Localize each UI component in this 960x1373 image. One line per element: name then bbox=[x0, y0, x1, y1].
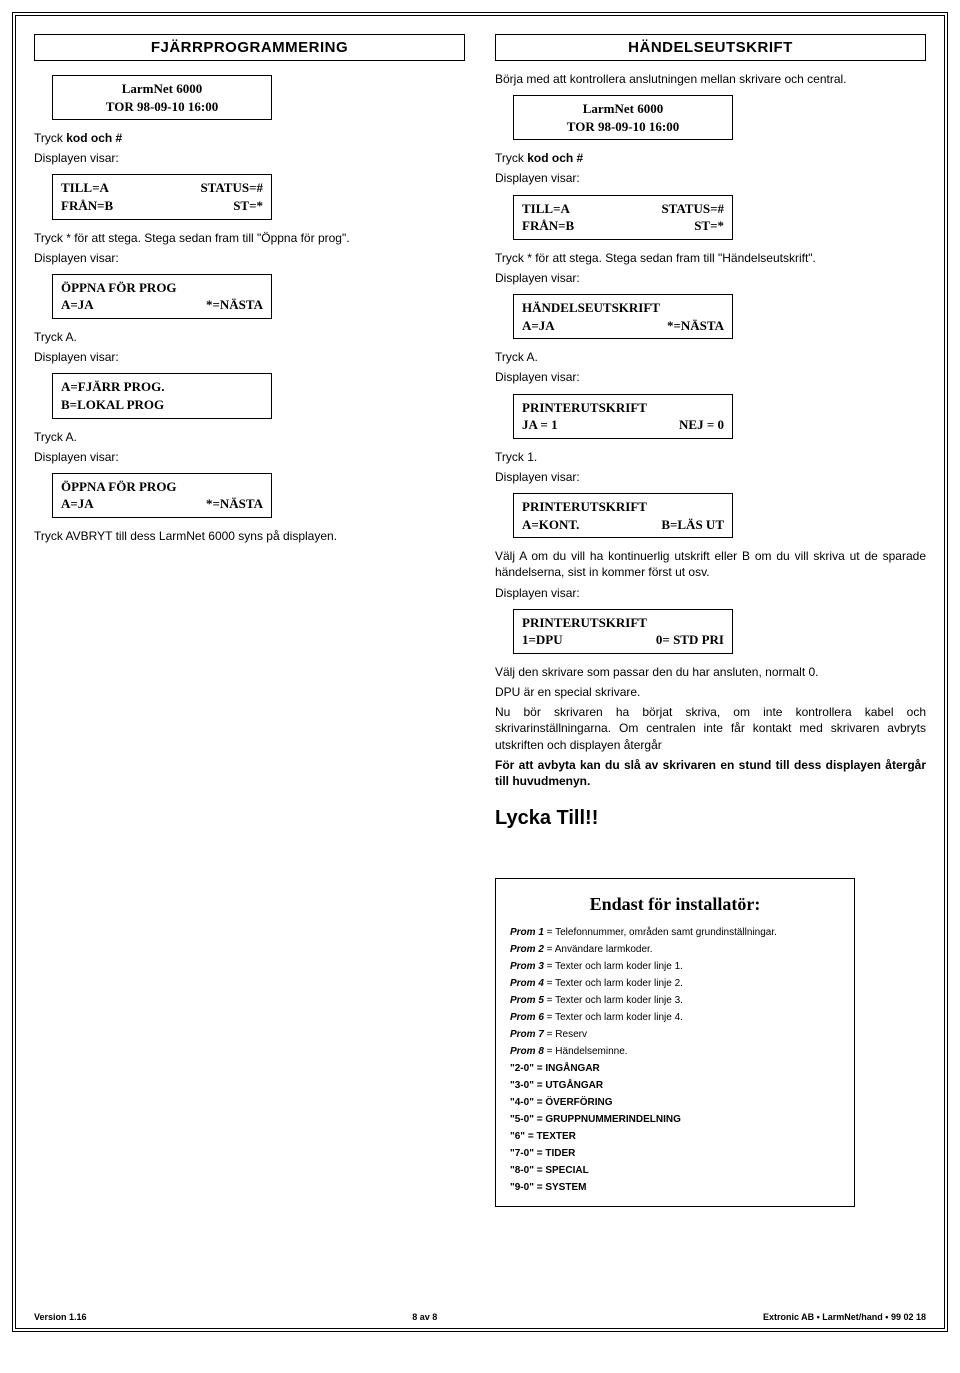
lcd-line: PRINTERUTSKRIFT bbox=[522, 498, 724, 516]
text-line: Nu bör skrivaren ha börjat skriva, om in… bbox=[495, 704, 926, 753]
installer-code: "9-0" = SYSTEM bbox=[510, 1179, 840, 1196]
text-line: För att avbyta kan du slå av skrivaren e… bbox=[495, 757, 926, 789]
lcd-box-r1: LarmNet 6000 TOR 98-09-10 16:00 bbox=[513, 95, 733, 140]
text-line: Tryck kod och # bbox=[34, 130, 465, 146]
lcd-line: LarmNet 6000 bbox=[61, 80, 263, 98]
text-line: Displayen visar: bbox=[495, 585, 926, 601]
installer-box: Endast för installatör: Prom 1 = Telefon… bbox=[495, 878, 855, 1207]
installer-row: Prom 4 = Texter och larm koder linje 2. bbox=[510, 975, 840, 992]
left-title: FJÄRRPROGRAMMERING bbox=[34, 34, 465, 61]
text-line: Börja med att kontrollera anslutningen m… bbox=[495, 71, 926, 87]
text-bold: kod och # bbox=[66, 131, 122, 145]
text-line: Tryck A. bbox=[495, 349, 926, 365]
lcd-row: 1=DPU0= STD PRI bbox=[522, 631, 724, 649]
lcd-box-2: TILL=ASTATUS=# FRÅN=BST=* bbox=[52, 174, 272, 219]
text-line: Tryck kod och # bbox=[495, 150, 926, 166]
lcd-row: TILL=ASTATUS=# bbox=[61, 179, 263, 197]
page-frame: FJÄRRPROGRAMMERING LarmNet 6000 TOR 98-0… bbox=[12, 12, 948, 1332]
text-line: Tryck A. bbox=[34, 429, 465, 445]
text-line: Tryck 1. bbox=[495, 449, 926, 465]
text-line: Displayen visar: bbox=[495, 369, 926, 385]
lcd-line: LarmNet 6000 bbox=[522, 100, 724, 118]
lcd-row: JA = 1NEJ = 0 bbox=[522, 416, 724, 434]
lcd-line: PRINTERUTSKRIFT bbox=[522, 399, 724, 417]
installer-codes: "2-0" = INGÅNGAR"3-0" = UTGÅNGAR"4-0" = … bbox=[510, 1060, 840, 1196]
left-column: FJÄRRPROGRAMMERING LarmNet 6000 TOR 98-0… bbox=[34, 34, 465, 1207]
installer-code: "5-0" = GRUPPNUMMERINDELNING bbox=[510, 1111, 840, 1128]
lcd-line: B=LOKAL PROG bbox=[61, 396, 263, 414]
text: Tryck bbox=[495, 151, 527, 165]
right-title: HÄNDELSEUTSKRIFT bbox=[495, 34, 926, 61]
text-line: Displayen visar: bbox=[34, 150, 465, 166]
installer-row: Prom 7 = Reserv bbox=[510, 1026, 840, 1043]
installer-code: "8-0" = SPECIAL bbox=[510, 1162, 840, 1179]
text-line: Displayen visar: bbox=[495, 469, 926, 485]
text-line: Displayen visar: bbox=[34, 250, 465, 266]
footer: Version 1.16 8 av 8 Extronic AB • LarmNe… bbox=[34, 1304, 926, 1322]
lcd-row: FRÅN=BST=* bbox=[522, 217, 724, 235]
installer-title: Endast för installatör: bbox=[510, 889, 840, 920]
text-line: Displayen visar: bbox=[34, 349, 465, 365]
spacer bbox=[495, 838, 926, 868]
footer-left: Version 1.16 bbox=[34, 1312, 87, 1322]
text-line: Tryck A. bbox=[34, 329, 465, 345]
lcd-row: TILL=ASTATUS=# bbox=[522, 200, 724, 218]
lcd-row: FRÅN=BST=* bbox=[61, 197, 263, 215]
installer-row: Prom 8 = Händelseminne. bbox=[510, 1043, 840, 1060]
text-line: Välj A om du vill ha kontinuerlig utskri… bbox=[495, 548, 926, 580]
lcd-line: TOR 98-09-10 16:00 bbox=[522, 118, 724, 136]
text-line: DPU är en special skrivare. bbox=[495, 684, 926, 700]
lcd-box-5: ÖPPNA FÖR PROG A=JA*=NÄSTA bbox=[52, 473, 272, 518]
lcd-row: A=JA*=NÄSTA bbox=[522, 317, 724, 335]
installer-row: Prom 2 = Användare larmkoder. bbox=[510, 941, 840, 958]
lcd-line: ÖPPNA FÖR PROG bbox=[61, 478, 263, 496]
installer-code: "4-0" = ÖVERFÖRING bbox=[510, 1094, 840, 1111]
lcd-line: PRINTERUTSKRIFT bbox=[522, 614, 724, 632]
installer-row: Prom 6 = Texter och larm koder linje 4. bbox=[510, 1009, 840, 1026]
lcd-box-r5: PRINTERUTSKRIFT A=KONT.B=LÄS UT bbox=[513, 493, 733, 538]
lcd-box-r6: PRINTERUTSKRIFT 1=DPU0= STD PRI bbox=[513, 609, 733, 654]
lcd-box-1: LarmNet 6000 TOR 98-09-10 16:00 bbox=[52, 75, 272, 120]
lcd-box-r4: PRINTERUTSKRIFT JA = 1NEJ = 0 bbox=[513, 394, 733, 439]
text-line: Displayen visar: bbox=[34, 449, 465, 465]
text-line: Displayen visar: bbox=[495, 170, 926, 186]
text-line: Välj den skrivare som passar den du har … bbox=[495, 664, 926, 680]
text: Tryck bbox=[34, 131, 66, 145]
installer-rows: Prom 1 = Telefonnummer, områden samt gru… bbox=[510, 924, 840, 1060]
lcd-line: TOR 98-09-10 16:00 bbox=[61, 98, 263, 116]
installer-code: "3-0" = UTGÅNGAR bbox=[510, 1077, 840, 1094]
installer-code: "6" = TEXTER bbox=[510, 1128, 840, 1145]
right-column: HÄNDELSEUTSKRIFT Börja med att kontrolle… bbox=[495, 34, 926, 1207]
footer-center: 8 av 8 bbox=[412, 1312, 437, 1322]
text-line: Tryck * för att stega. Stega sedan fram … bbox=[495, 250, 926, 266]
lcd-line: A=FJÄRR PROG. bbox=[61, 378, 263, 396]
good-luck-heading: Lycka Till!! bbox=[495, 807, 926, 830]
installer-row: Prom 1 = Telefonnummer, områden samt gru… bbox=[510, 924, 840, 941]
text-line: Displayen visar: bbox=[495, 270, 926, 286]
lcd-row: A=KONT.B=LÄS UT bbox=[522, 516, 724, 534]
text-line: Tryck * för att stega. Stega sedan fram … bbox=[34, 230, 465, 246]
installer-code: "2-0" = INGÅNGAR bbox=[510, 1060, 840, 1077]
lcd-box-4: A=FJÄRR PROG. B=LOKAL PROG bbox=[52, 373, 272, 418]
lcd-line: ÖPPNA FÖR PROG bbox=[61, 279, 263, 297]
installer-row: Prom 3 = Texter och larm koder linje 1. bbox=[510, 958, 840, 975]
text-line: Tryck AVBRYT till dess LarmNet 6000 syns… bbox=[34, 528, 465, 544]
lcd-box-r3: HÄNDELSEUTSKRIFT A=JA*=NÄSTA bbox=[513, 294, 733, 339]
lcd-line: HÄNDELSEUTSKRIFT bbox=[522, 299, 724, 317]
lcd-row: A=JA*=NÄSTA bbox=[61, 495, 263, 513]
installer-code: "7-0" = TIDER bbox=[510, 1145, 840, 1162]
installer-row: Prom 5 = Texter och larm koder linje 3. bbox=[510, 992, 840, 1009]
text-bold: kod och # bbox=[527, 151, 583, 165]
footer-right: Extronic AB • LarmNet/hand • 99 02 18 bbox=[763, 1312, 926, 1322]
lcd-box-r2: TILL=ASTATUS=# FRÅN=BST=* bbox=[513, 195, 733, 240]
lcd-row: A=JA*=NÄSTA bbox=[61, 296, 263, 314]
lcd-box-3: ÖPPNA FÖR PROG A=JA*=NÄSTA bbox=[52, 274, 272, 319]
columns: FJÄRRPROGRAMMERING LarmNet 6000 TOR 98-0… bbox=[34, 34, 926, 1207]
